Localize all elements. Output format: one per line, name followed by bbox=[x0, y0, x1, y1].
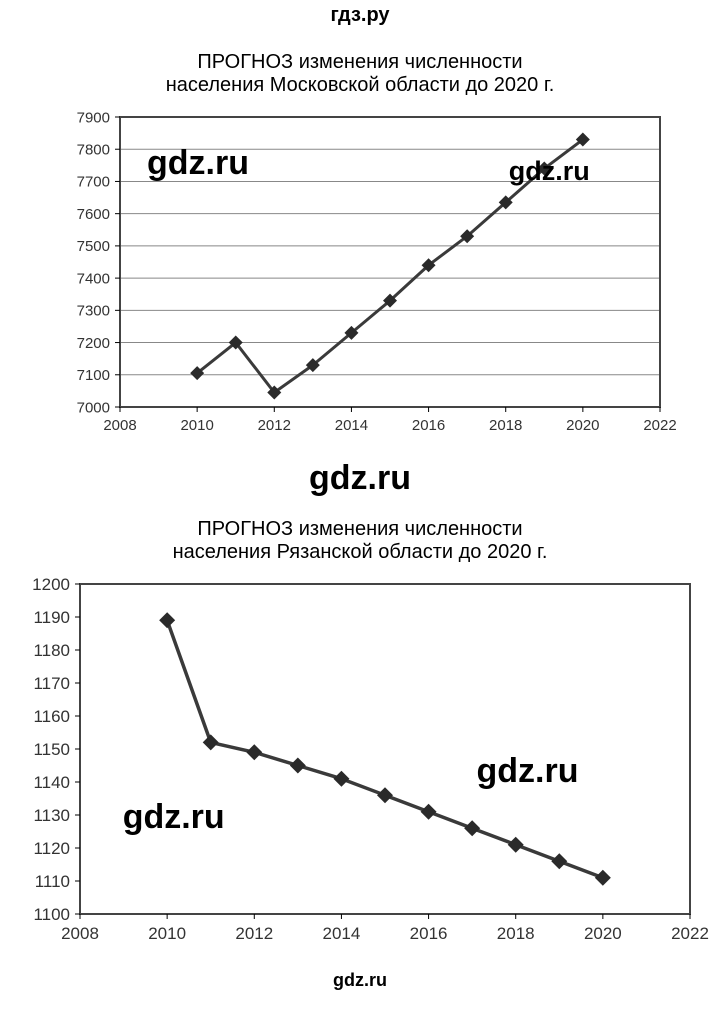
header-label: гдз.ру bbox=[330, 4, 389, 26]
svg-text:2010: 2010 bbox=[148, 924, 186, 943]
svg-text:7000: 7000 bbox=[77, 399, 110, 416]
svg-text:7100: 7100 bbox=[77, 367, 110, 384]
svg-text:1190: 1190 bbox=[33, 608, 70, 627]
svg-text:2016: 2016 bbox=[410, 924, 448, 943]
svg-text:1150: 1150 bbox=[33, 740, 70, 759]
chart2-title-text: ПРОГНОЗ изменения численности населения … bbox=[173, 518, 548, 563]
svg-text:2014: 2014 bbox=[323, 924, 361, 943]
svg-text:1160: 1160 bbox=[33, 707, 70, 726]
chart1-container: 7000 7100 7200 7300 7400 7500 7600 7700 7800 7900… bbox=[40, 97, 680, 457]
svg-text:2022: 2022 bbox=[671, 924, 709, 943]
svg-text:2012: 2012 bbox=[258, 417, 291, 434]
svg-text:7700: 7700 bbox=[77, 174, 110, 191]
svg-text:2016: 2016 bbox=[412, 417, 445, 434]
svg-text:1200: 1200 bbox=[32, 575, 70, 594]
svg-text:7200: 7200 bbox=[77, 335, 110, 352]
svg-text:2014: 2014 bbox=[335, 417, 368, 434]
svg-text:2022: 2022 bbox=[643, 417, 676, 434]
chart2-title: ПРОГНОЗ изменения численности населения … bbox=[0, 500, 720, 564]
svg-text:2010: 2010 bbox=[180, 417, 213, 434]
footer-label: gdz.ru bbox=[333, 970, 387, 990]
svg-text:7900: 7900 bbox=[77, 109, 110, 126]
svg-text:2012: 2012 bbox=[235, 924, 273, 943]
chart2-container: 1100 1110 1120 1130 1140 1150 1160 1170 1180 1190… bbox=[10, 564, 710, 964]
chart1-svg: 7000 7100 7200 7300 7400 7500 7600 7700 7800 7900… bbox=[40, 97, 680, 457]
svg-text:7400: 7400 bbox=[77, 270, 110, 287]
chart2-svg: 1100 1110 1120 1130 1140 1150 1160 1170 1180 1190… bbox=[10, 564, 710, 964]
page-footer: gdz.ru bbox=[0, 970, 720, 991]
svg-text:7300: 7300 bbox=[77, 303, 110, 320]
page-root: гдз.ру ПРОГНОЗ изменения численности нас… bbox=[0, 0, 720, 1027]
svg-text:7500: 7500 bbox=[77, 238, 110, 255]
svg-text:2020: 2020 bbox=[566, 417, 599, 434]
svg-text:1110: 1110 bbox=[35, 872, 70, 891]
svg-text:1100: 1100 bbox=[33, 905, 70, 924]
chart1-title: ПРОГНОЗ изменения численности населения … bbox=[0, 33, 720, 97]
svg-text:1180: 1180 bbox=[33, 641, 70, 660]
svg-text:2008: 2008 bbox=[103, 417, 136, 434]
svg-text:1170: 1170 bbox=[33, 674, 70, 693]
svg-text:1120: 1120 bbox=[33, 839, 70, 858]
svg-text:2018: 2018 bbox=[497, 924, 535, 943]
svg-text:1130: 1130 bbox=[33, 806, 70, 825]
svg-text:2018: 2018 bbox=[489, 417, 522, 434]
svg-text:7800: 7800 bbox=[77, 141, 110, 158]
mid-label: gdz.ru bbox=[309, 459, 411, 497]
svg-text:7600: 7600 bbox=[77, 206, 110, 223]
page-header: гдз.ру bbox=[0, 0, 720, 27]
svg-text:1140: 1140 bbox=[33, 773, 70, 792]
chart1-title-text: ПРОГНОЗ изменения численности населения … bbox=[166, 51, 555, 96]
mid-separator: gdz.ru bbox=[0, 459, 720, 498]
svg-text:2020: 2020 bbox=[584, 924, 622, 943]
svg-text:2008: 2008 bbox=[61, 924, 99, 943]
